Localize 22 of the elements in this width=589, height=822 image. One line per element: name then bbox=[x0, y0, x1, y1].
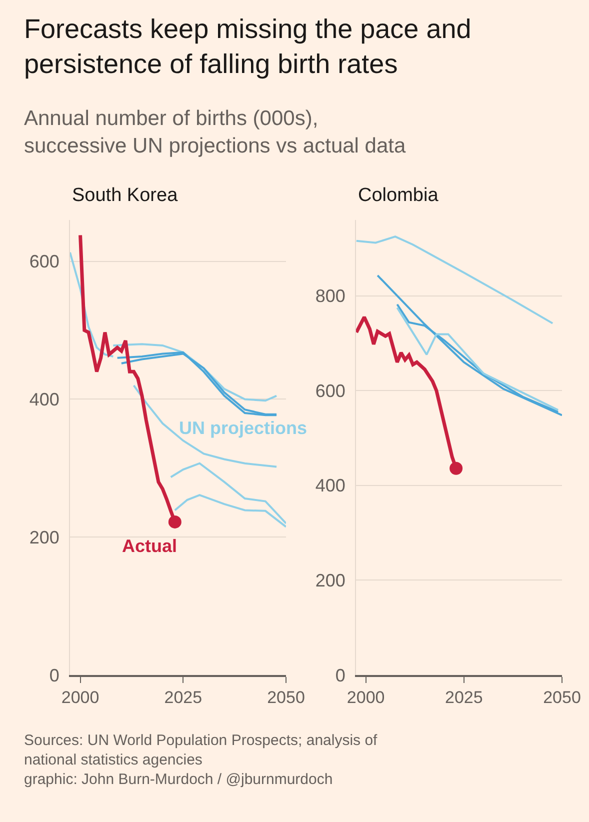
x-tick-label: 2000 bbox=[346, 688, 385, 708]
x-tick-label: 2050 bbox=[543, 688, 581, 708]
chart-title: South Korea bbox=[72, 185, 178, 206]
y-tick-label: 600 bbox=[29, 252, 60, 272]
chart-title: Colombia bbox=[358, 185, 439, 206]
y-tick-label: 400 bbox=[29, 390, 60, 410]
y-tick-label: 0 bbox=[335, 665, 346, 686]
y-tick-label: 600 bbox=[315, 380, 346, 401]
series-label: UN projections bbox=[179, 418, 308, 438]
text: graphic: John Burn-Murdoch / @jburnmurdoch bbox=[24, 771, 333, 788]
y-tick-label: 200 bbox=[29, 527, 60, 548]
series-label: Actual bbox=[122, 536, 178, 556]
x-tick-label: 2025 bbox=[444, 688, 483, 708]
y-tick-label: 0 bbox=[49, 665, 60, 686]
x-tick-label: 2025 bbox=[164, 688, 202, 708]
x-tick-label: 2050 bbox=[267, 688, 305, 708]
y-tick-label: 400 bbox=[315, 476, 346, 496]
text: Annual number of births (000s), successive UN projections vs actual data bbox=[24, 107, 406, 158]
x-tick-label: 2000 bbox=[61, 688, 100, 708]
y-tick-label: 200 bbox=[315, 570, 346, 591]
text: Forecasts keep missing the pace and persistence of falling birth rates bbox=[24, 14, 472, 80]
y-tick-label: 800 bbox=[315, 286, 346, 306]
